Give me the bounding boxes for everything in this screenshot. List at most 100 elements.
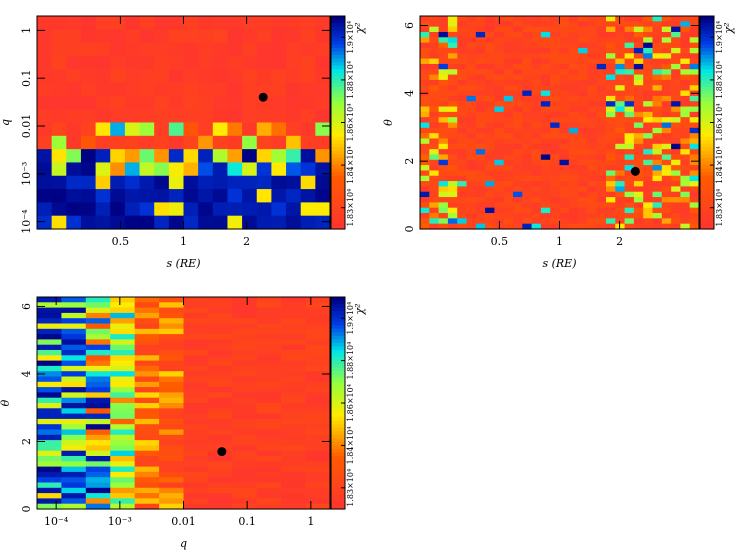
heatmap-cell	[540, 37, 551, 44]
heatmap-cell	[37, 302, 63, 309]
heatmap-cell	[652, 26, 663, 33]
colorbar: 1.83×10⁴1.84×10⁴1.86×10⁴1.88×10⁴1.9×10⁴χ…	[330, 15, 366, 230]
heatmap-cell	[85, 312, 111, 319]
heatmap-cell	[513, 170, 523, 177]
heatmap-cell	[475, 58, 486, 65]
heatmap-cell	[503, 26, 514, 33]
heatmap-cell	[110, 339, 136, 346]
heatmap-cell	[438, 154, 449, 161]
heatmap-cell	[438, 58, 449, 65]
heatmap-cell	[183, 344, 209, 351]
heatmap-cell	[420, 63, 430, 70]
heatmap-cell	[85, 387, 111, 393]
heatmap-cell	[559, 170, 570, 177]
heatmap-cell	[37, 162, 53, 177]
heatmap-cell	[37, 16, 53, 30]
heatmap-cell	[503, 175, 514, 182]
heatmap-cell	[183, 429, 209, 436]
heatmap-cell	[429, 53, 440, 60]
heatmap-cell	[522, 170, 533, 177]
heatmap-cell	[110, 493, 136, 499]
heatmap-cell	[51, 82, 67, 97]
heatmap-cell	[281, 355, 307, 362]
heatmap-cell	[466, 26, 477, 33]
heatmap-cell	[242, 95, 258, 110]
heatmap-cell	[256, 487, 282, 494]
heatmap-cell	[61, 302, 87, 309]
heatmap-cell	[429, 58, 440, 65]
heatmap-cell	[643, 218, 654, 225]
colorbar-segment	[331, 118, 345, 124]
heatmap-cell	[124, 202, 141, 217]
heatmap-cell	[139, 189, 155, 203]
heatmap-cell	[207, 328, 233, 335]
heatmap-cell	[689, 191, 700, 198]
heatmap-cell	[522, 218, 533, 225]
heatmap-cell	[633, 197, 644, 203]
colorbar-segment	[331, 491, 345, 496]
heatmap-cell	[615, 53, 626, 60]
heatmap-cell	[522, 95, 533, 102]
heatmap-cell	[661, 165, 672, 172]
heatmap-cell	[475, 21, 486, 28]
heatmap-cell	[438, 101, 449, 108]
heatmap-cell	[281, 429, 307, 436]
heatmap-cell	[661, 223, 672, 230]
heatmap-cell	[643, 127, 654, 134]
heatmap-cell	[661, 53, 672, 60]
colorbar-segment	[700, 97, 714, 102]
heatmap-cell	[438, 202, 449, 209]
heatmap-cell	[159, 450, 185, 457]
heatmap-cell	[457, 85, 468, 92]
heatmap-cell	[438, 42, 449, 49]
heatmap-cell	[652, 74, 663, 81]
heatmap-cell	[661, 106, 672, 113]
heatmap-cell	[596, 69, 607, 76]
heatmap-cell	[124, 122, 141, 137]
heatmap-cell	[606, 197, 616, 203]
heatmap-cell	[154, 95, 170, 110]
heatmap-cell	[633, 159, 644, 166]
heatmap-cell	[652, 191, 663, 198]
colorbar-segment	[700, 204, 714, 209]
heatmap-cell	[559, 127, 570, 134]
heatmap-cell	[540, 90, 551, 97]
colorbar-segment	[331, 221, 345, 227]
heatmap-cell	[134, 413, 160, 420]
heatmap-cell	[531, 181, 542, 187]
heatmap-cell	[661, 16, 672, 22]
heatmap-cell	[568, 37, 579, 44]
heatmap-cell	[485, 218, 495, 225]
heatmap-cell	[281, 503, 307, 510]
heatmap-cell	[568, 197, 579, 203]
heatmap-cell	[606, 74, 616, 81]
heatmap-cell	[661, 58, 672, 65]
colorbar-segment	[700, 154, 714, 159]
heatmap-cell	[232, 408, 258, 415]
heatmap-cell	[85, 434, 111, 441]
heatmap-cell	[475, 31, 486, 38]
heatmap-cell	[568, 170, 579, 177]
heatmap-cell	[37, 503, 63, 510]
heatmap-cell	[550, 79, 561, 86]
heatmap-cell	[661, 154, 672, 161]
heatmap-cell	[212, 55, 229, 70]
heatmap-cell	[198, 135, 214, 150]
heatmap-cell	[124, 69, 141, 84]
heatmap-cell	[438, 63, 449, 70]
heatmap-cell	[66, 162, 82, 177]
heatmap-cell	[159, 371, 185, 378]
heatmap-cell	[242, 202, 258, 217]
heatmap-cell	[159, 471, 185, 478]
heatmap-cell	[680, 213, 691, 219]
colorbar-segment	[331, 165, 345, 170]
heatmap-cell	[503, 186, 514, 193]
heatmap-cell	[37, 471, 63, 478]
heatmap-cell	[110, 498, 136, 505]
heatmap-cell	[503, 53, 514, 60]
heatmap-cell	[438, 149, 449, 156]
heatmap-cell	[124, 16, 141, 30]
heatmap-cell	[652, 69, 663, 76]
heatmap-cell	[633, 69, 644, 76]
heatmap-cell	[466, 191, 477, 198]
